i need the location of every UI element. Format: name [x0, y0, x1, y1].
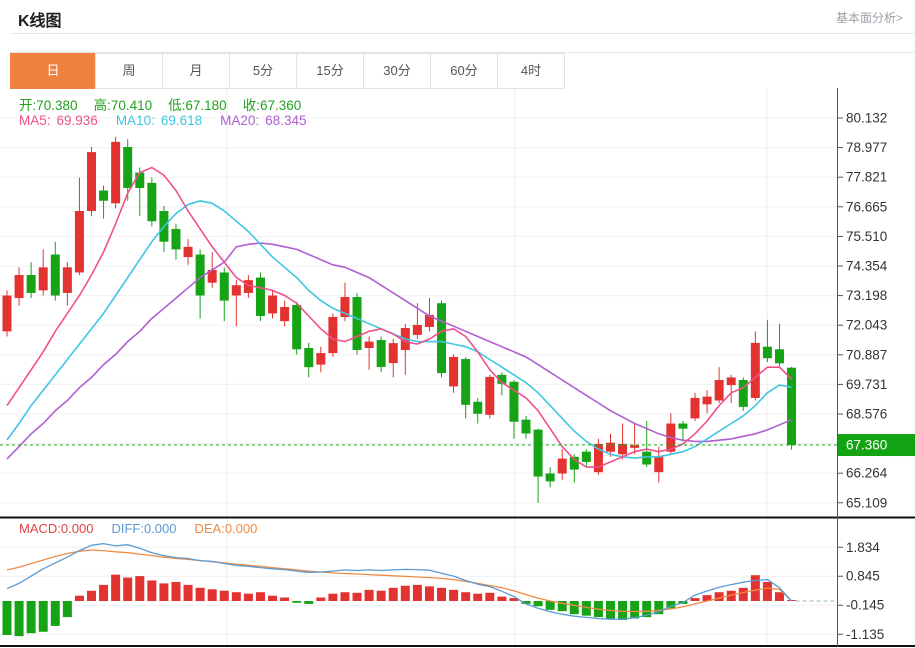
tab-strip: 日周月 5分 15分 30分 60分 4时: [10, 52, 915, 89]
tab-item[interactable]: 月: [162, 53, 230, 89]
open-value: 70.380: [36, 98, 78, 113]
y-axis-label: 77.821: [846, 170, 887, 185]
close-value: 67.360: [259, 98, 302, 113]
macd-axis-label: -0.145: [846, 598, 884, 613]
macd-readout: MACD:0.000 DIFF:0.000 DEA:0.000: [19, 521, 257, 536]
y-axis-label: 70.887: [846, 347, 887, 362]
tab-item[interactable]: 60分: [430, 53, 498, 89]
candles: [2, 136, 797, 503]
y-axis-label: 65.109: [846, 495, 887, 510]
tab-item[interactable]: 5分: [229, 53, 297, 89]
ma5-line: [6, 166, 793, 468]
ma5-label: MA5:: [19, 113, 51, 128]
ma10-line: [6, 199, 792, 459]
ohlc-readout: 开:70.380 高:70.410 低:67.180 收:67.360: [19, 94, 317, 114]
diff-value: 0.000: [143, 521, 177, 536]
period-tab-bar: 日周月 5分 15分 30分 60分 4时: [10, 53, 915, 89]
tab-item[interactable]: 15分: [296, 53, 364, 89]
current-price-badge: 67.360: [838, 434, 915, 457]
ma-lines: [6, 166, 793, 468]
ma20-line: [6, 242, 792, 460]
open-label: 开:: [19, 98, 37, 113]
y-axis-label: 69.731: [846, 377, 887, 392]
ma10-label: MA10:: [115, 113, 155, 128]
y-axis-label: 75.510: [846, 229, 887, 244]
diff-label: DIFF:: [111, 521, 144, 536]
y-axis-label: 74.354: [846, 259, 888, 274]
low-label: 低:: [168, 98, 186, 113]
dea-value: 0.000: [224, 521, 258, 536]
fundamental-analysis-link[interactable]: 基本面分析>: [835, 11, 903, 25]
macd-axis-label: -1.135: [846, 627, 884, 642]
dea-line: [6, 549, 793, 613]
macd-label: MACD:: [19, 521, 61, 536]
y-axis-label: 78.977: [846, 140, 887, 155]
header-divider: [10, 33, 915, 34]
diff-line: [6, 542, 793, 620]
tab-item[interactable]: 周: [95, 53, 163, 89]
ma-readout: MA5: 69.936 MA10: 69.618 MA20: 68.345: [19, 113, 312, 128]
high-value: 70.410: [110, 98, 153, 113]
ma20-value: 68.345: [265, 113, 307, 128]
ma5-value: 69.936: [56, 113, 98, 128]
y-axis-label: 68.576: [846, 407, 887, 422]
y-axis-label: 76.665: [846, 199, 887, 214]
kline-chart[interactable]: 80.132 78.977 77.821 76.665 75.510 74.354 73.1…: [0, 88, 915, 648]
svg-text:67.360: 67.360: [846, 438, 887, 453]
macd-histogram: [2, 574, 797, 637]
tab-item[interactable]: 30分: [363, 53, 431, 89]
ma20-label: MA20:: [220, 113, 260, 128]
y-axis-label: 80.132: [846, 111, 887, 126]
dea-label: DEA:: [194, 521, 225, 536]
y-axis-label: 72.043: [846, 318, 887, 333]
low-value: 67.180: [185, 98, 227, 113]
y-axis-label: 66.264: [846, 466, 888, 481]
tab-item[interactable]: 日: [10, 53, 96, 89]
tab-item[interactable]: 4时: [497, 53, 565, 89]
close-label: 收:: [242, 98, 260, 113]
page-title: K线图: [18, 13, 62, 30]
high-label: 高:: [93, 98, 111, 113]
ma10-value: 69.618: [160, 113, 203, 128]
macd-axis-label: 0.845: [846, 569, 880, 584]
y-axis-label: 73.198: [846, 288, 887, 303]
macd-value: 0.000: [60, 521, 94, 536]
macd-lines: [6, 542, 837, 620]
macd-axis-label: 1.834: [846, 540, 880, 555]
